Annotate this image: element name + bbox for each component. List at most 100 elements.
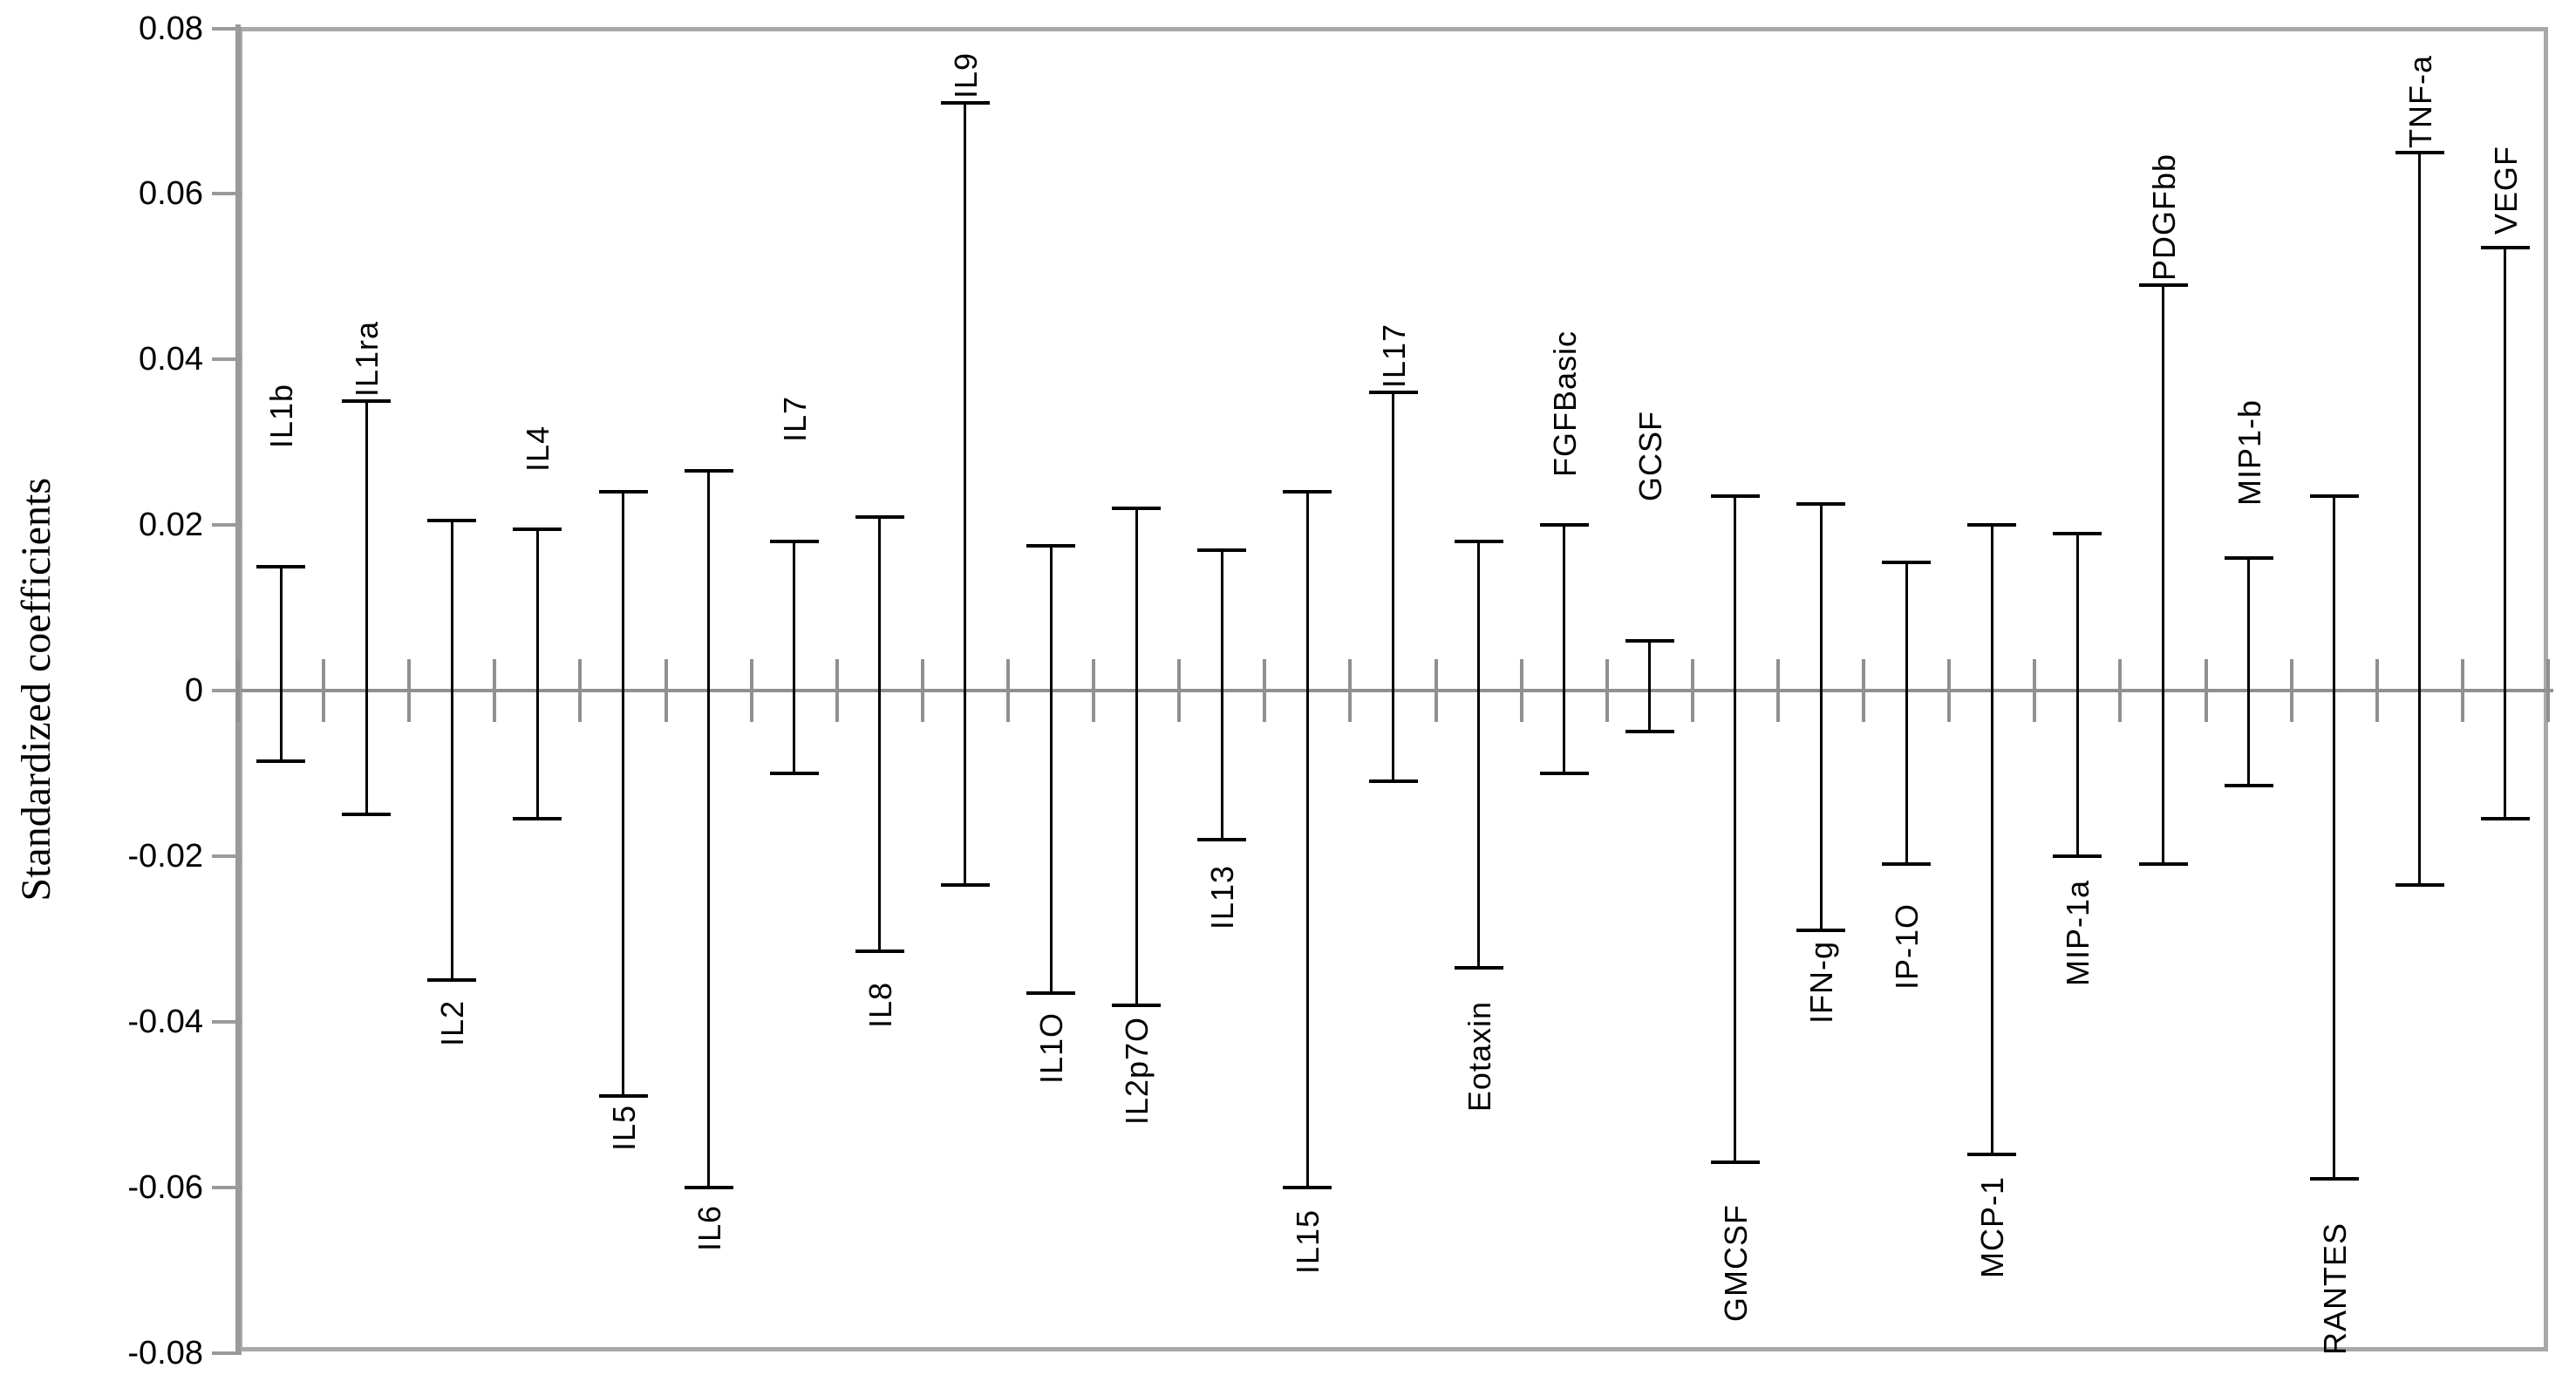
x-category-tick [1519, 659, 1523, 722]
error-cap-top-IL9 [940, 100, 990, 105]
category-label-IL5: IL5 [605, 1105, 642, 1152]
category-label-MIP-1a: MIP-1a [2060, 879, 2096, 986]
x-category-tick [1092, 659, 1096, 722]
error-cap-top-PDGFbb [2138, 282, 2188, 287]
x-category-tick [493, 659, 497, 722]
error-cap-bottom-RANTES [2309, 1177, 2359, 1181]
error-cap-top-FGFBasic [1539, 523, 1589, 528]
error-cap-top-RANTES [2309, 494, 2359, 498]
category-label-FGFBasic: FGFBasic [1546, 330, 1583, 478]
error-cap-top-IL15 [1283, 490, 1332, 494]
x-category-tick [236, 659, 240, 722]
error-bar-IL7 [793, 541, 796, 773]
error-cap-bottom-IL17 [1368, 779, 1418, 784]
x-category-tick [664, 659, 668, 722]
error-bar-MCP-1 [1990, 525, 1993, 1154]
x-category-tick [1263, 659, 1267, 722]
error-cap-bottom-GCSF [1625, 730, 1674, 734]
error-bar-Eotaxin [1477, 541, 1481, 969]
x-category-tick [2033, 659, 2037, 722]
x-category-tick [1776, 659, 1780, 722]
error-cap-bottom-Eotaxin [1454, 966, 1503, 970]
error-bar-IL5 [622, 492, 624, 1097]
error-bar-FGFBasic [1563, 525, 1566, 773]
x-category-tick [2460, 659, 2464, 722]
category-label-IL4: IL4 [520, 425, 556, 472]
category-label-PDGFbb: PDGFbb [2145, 153, 2182, 281]
y-tick-label: 0.02 [139, 507, 203, 544]
error-cap-bottom-MCP-1 [1967, 1152, 2017, 1156]
error-cap-top-TNF-a [2395, 150, 2444, 154]
category-label-IL2: IL2 [434, 1000, 471, 1047]
x-category-tick [578, 659, 583, 722]
y-tick-mark [212, 523, 242, 528]
error-cap-bottom-IL9 [940, 883, 990, 888]
x-category-tick [1434, 659, 1438, 722]
category-label-GCSF: GCSF [1632, 411, 1668, 502]
x-category-tick [1348, 659, 1353, 722]
x-category-tick [1947, 659, 1952, 722]
x-category-tick [2118, 659, 2123, 722]
error-cap-bottom-IL6 [684, 1185, 733, 1189]
y-tick-mark [212, 1185, 242, 1189]
x-category-tick [1690, 659, 1694, 722]
category-label-IFN-g: IFN-g [1803, 941, 1840, 1024]
x-category-tick [2546, 659, 2550, 722]
category-label-IL13: IL13 [1204, 864, 1241, 929]
error-cap-bottom-VEGF [2480, 817, 2530, 821]
error-bar-RANTES [2333, 495, 2336, 1180]
y-tick-mark [212, 854, 242, 858]
y-tick-mark [212, 357, 242, 362]
x-category-tick [1177, 659, 1182, 722]
error-bar-IL17 [1392, 392, 1394, 782]
y-tick-label: -0.08 [127, 1334, 203, 1372]
y-tick-mark [212, 192, 242, 196]
category-label-Eotaxin: Eotaxin [1461, 1001, 1497, 1113]
error-bar-IL8 [878, 516, 882, 952]
x-category-tick [2289, 659, 2293, 722]
y-axis-title-wrap: Standardized coefficients [5, 27, 66, 1351]
y-tick-label: -0.04 [127, 1003, 203, 1040]
error-bar-GMCSF [1734, 495, 1737, 1163]
error-bar-GCSF [1648, 641, 1652, 732]
error-cap-top-Eotaxin [1454, 540, 1503, 544]
error-cap-bottom-MIP-1a [2053, 854, 2102, 858]
error-bar-IFN-g [1819, 504, 1823, 931]
error-cap-top-IL4 [513, 527, 562, 531]
error-cap-top-IL13 [1197, 548, 1247, 552]
error-bar-TNF-a [2418, 152, 2422, 886]
error-cap-top-IL2 [427, 519, 477, 523]
error-cap-top-IL2p7O [1112, 507, 1162, 511]
x-category-tick [749, 659, 753, 722]
category-label-VEGF: VEGF [2487, 146, 2524, 235]
error-cap-top-IL8 [855, 514, 904, 519]
error-cap-bottom-IL1O [1026, 990, 1076, 995]
error-cap-top-IL7 [769, 540, 819, 544]
y-tick-mark [212, 26, 242, 31]
y-tick-mark [212, 1351, 242, 1355]
x-category-tick [2375, 659, 2379, 722]
error-bar-IL15 [1305, 492, 1309, 1188]
x-category-tick [407, 659, 412, 722]
y-tick-mark [212, 1019, 242, 1024]
error-cap-bottom-TNF-a [2395, 883, 2444, 888]
category-label-IL8: IL8 [862, 982, 898, 1029]
error-cap-top-MCP-1 [1967, 523, 2017, 528]
error-cap-top-IL5 [598, 490, 648, 494]
y-tick-label: -0.02 [127, 837, 203, 875]
error-bar-IL1ra [365, 400, 368, 815]
y-tick-label: 0.08 [139, 10, 203, 47]
error-bar-IL13 [1220, 549, 1223, 840]
error-cap-bottom-FGFBasic [1539, 771, 1589, 775]
error-bar-PDGFbb [2162, 284, 2164, 865]
error-cap-bottom-IP-1O [1882, 862, 1932, 867]
category-label-IL9: IL9 [947, 51, 984, 99]
error-bar-VEGF [2504, 248, 2507, 820]
y-tick-label: 0.04 [139, 341, 203, 378]
y-tick-label: -0.06 [127, 1168, 203, 1206]
error-cap-top-IL17 [1368, 391, 1418, 395]
error-bar-IL1O [1049, 545, 1053, 993]
error-cap-top-IL6 [684, 469, 733, 473]
error-cap-top-IL1b [256, 564, 306, 568]
